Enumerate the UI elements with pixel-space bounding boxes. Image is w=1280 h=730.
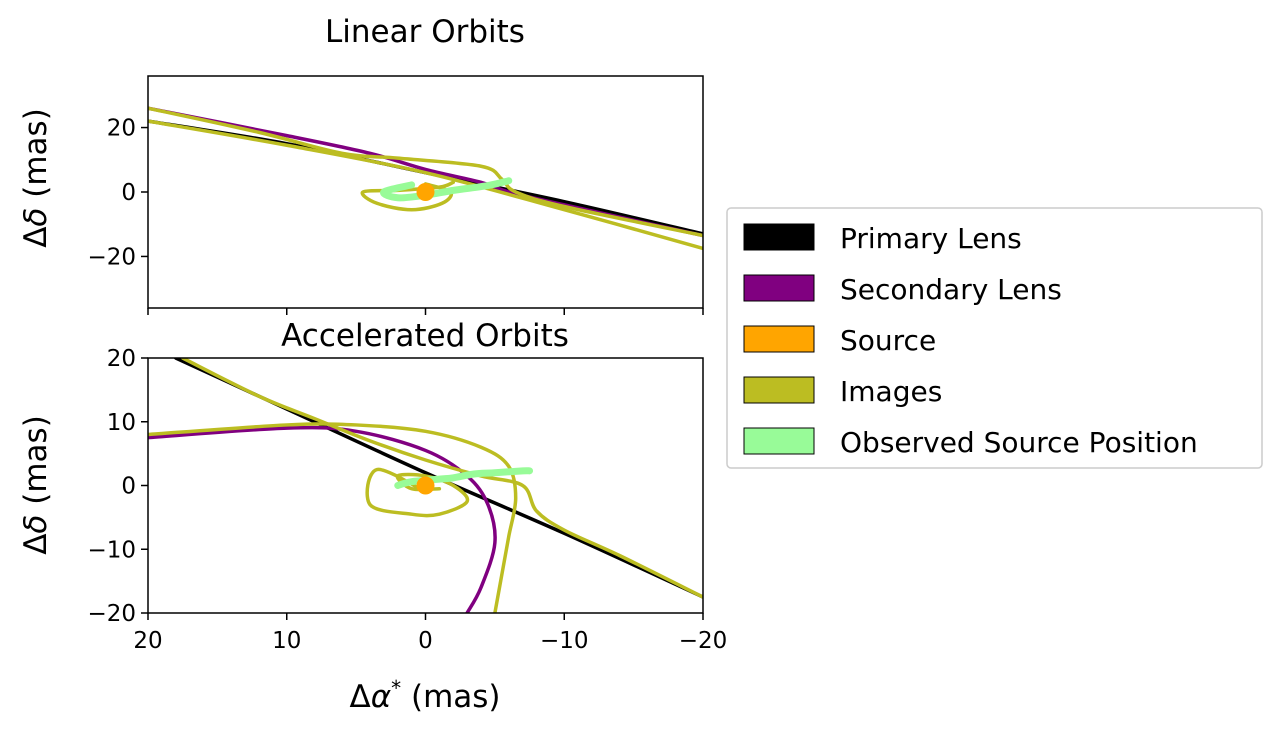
- secondary-lens-line-1: [148, 425, 497, 613]
- accelerated-orbits-title: Accelerated Orbits: [281, 318, 569, 354]
- images-lower-line-0: [148, 119, 703, 251]
- images-upper-line-0: [148, 106, 703, 238]
- legend-label-4: Observed Source Position: [840, 426, 1198, 459]
- legend-swatch-1: [743, 274, 815, 302]
- x-tick-label-1: 10: [272, 628, 301, 654]
- observed-source-position-line-1: [394, 467, 534, 489]
- accelerated-plot-frame: [147, 357, 704, 614]
- x-tick-label-2: 0: [418, 628, 433, 654]
- legend-swatch-0: [743, 223, 815, 251]
- x-tick-label-4: −20: [679, 628, 728, 654]
- y-tick-label-0-1: 0: [121, 180, 136, 206]
- y-tick-label-1-4: −20: [87, 601, 136, 627]
- legend-swatch-2: [743, 325, 815, 353]
- source-marker-1: [416, 476, 435, 495]
- legend-swatch-4: [743, 427, 815, 455]
- legend-label-1: Secondary Lens: [840, 273, 1062, 306]
- legend: Primary Lens Secondary Lens Source Images O…: [726, 207, 1263, 469]
- y-tick-label-1-2: 0: [121, 474, 136, 500]
- x-axis-label: Δα* (mas): [349, 676, 500, 715]
- linear-orbits-title: Linear Orbits: [325, 14, 525, 50]
- linear-y-axis-label: Δδ (mas): [18, 108, 54, 248]
- images-loop-line-1: [365, 467, 470, 518]
- y-tick-label-0-0: 20: [107, 116, 136, 142]
- y-tick-label-1-1: 10: [107, 410, 136, 436]
- x-tick-label-3: −10: [540, 628, 589, 654]
- accelerated-orbits-panel: Accelerated Orbits Δδ (mas) Δα* (mas) 20…: [18, 318, 727, 715]
- images-arc-line-1: [148, 422, 518, 613]
- linear-plot-frame: [147, 75, 704, 309]
- legend-swatch-3: [743, 376, 815, 404]
- y-tick-label-0-2: −20: [87, 244, 136, 270]
- x-tick-label-0: 20: [133, 628, 162, 654]
- legend-label-0: Primary Lens: [840, 222, 1022, 255]
- source-marker-0: [416, 183, 435, 201]
- y-tick-label-1-0: 20: [107, 346, 136, 372]
- accelerated-y-axis-label: Δδ (mas): [18, 415, 54, 555]
- y-tick-label-1-3: −10: [87, 537, 136, 563]
- legend-label-3: Images: [840, 375, 942, 408]
- legend-label-2: Source: [840, 324, 936, 357]
- legend-frame: [726, 207, 1263, 469]
- linear-orbits-panel: Linear Orbits Δδ (mas) 20 0 −20: [18, 14, 704, 315]
